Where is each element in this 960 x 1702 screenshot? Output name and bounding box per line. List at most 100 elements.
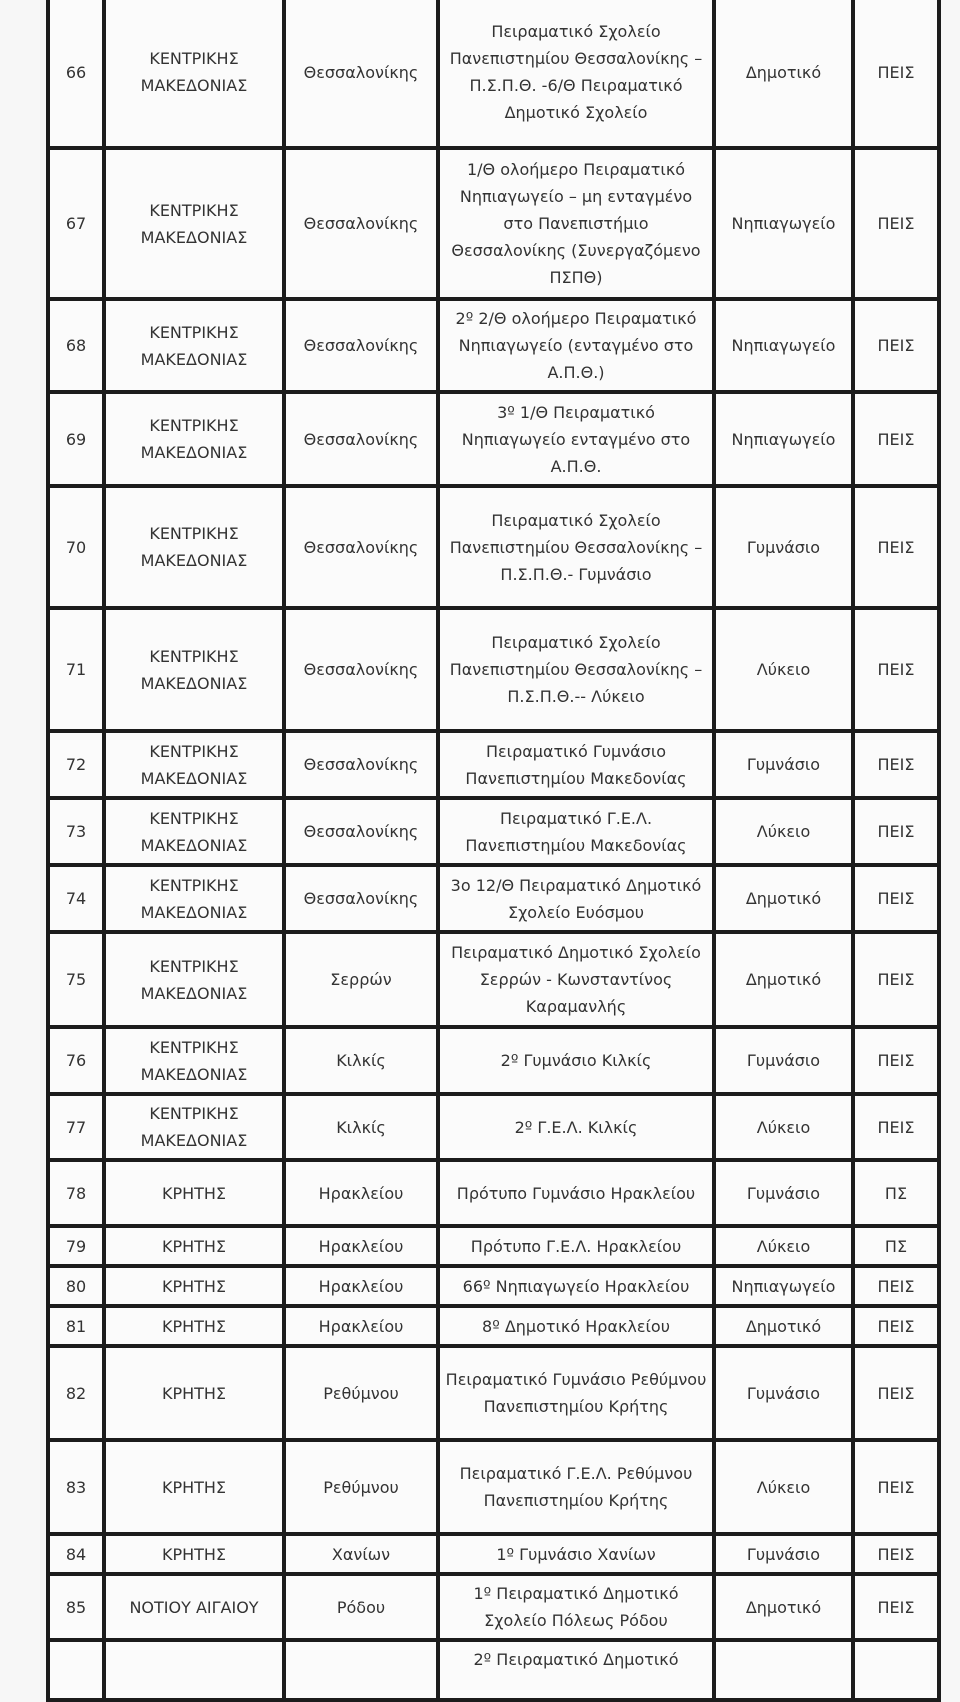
region-cell <box>102 1638 286 1702</box>
table-row: 69 ΚΕΝΤΡΙΚΗΣ ΜΑΚΕΔΟΝΙΑΣ Θεσσαλονίκης 3º 1/Θ… <box>46 390 941 488</box>
level-cell: Νηπιαγωγείο <box>712 390 855 488</box>
area-cell: Θεσσαλονίκης <box>282 863 440 934</box>
row-number <box>46 1638 106 1702</box>
level-cell: Δημοτικό <box>712 930 855 1029</box>
school-name-cell: Πρότυπο Γ.Ε.Λ. Ηρακλείου <box>436 1224 716 1268</box>
region-cell: ΚΡΗΤΗΣ <box>102 1304 286 1348</box>
school-name-cell: 1/Θ ολοήμερο Πειραματικό Νηπιαγωγείο – μ… <box>436 146 716 301</box>
level-cell: Λύκειο <box>712 1224 855 1268</box>
type-cell: ΠΕΙΣ <box>851 1438 941 1536</box>
area-cell: Θεσσαλονίκης <box>282 729 440 800</box>
region-cell: ΚΕΝΤΡΙΚΗΣ ΜΑΚΕΔΟΝΙΑΣ <box>102 390 286 488</box>
school-name-cell: 1º Πειραματικό Δημοτικό Σχολείο Πόλεως Ρ… <box>436 1572 716 1642</box>
region-cell: ΚΕΝΤΡΙΚΗΣ ΜΑΚΕΔΟΝΙΑΣ <box>102 297 286 394</box>
school-name-cell: Πειραματικό Δημοτικό Σχολείο Σερρών - Κω… <box>436 930 716 1029</box>
level-cell: Νηπιαγωγείο <box>712 297 855 394</box>
school-name-cell: Πειραματικό Γυμνάσιο Πανεπιστημίου Μακεδ… <box>436 729 716 800</box>
row-number: 76 <box>46 1025 106 1096</box>
region-cell: ΚΡΗΤΗΣ <box>102 1264 286 1308</box>
area-cell: Ρεθύμνου <box>282 1344 440 1442</box>
level-cell: Νηπιαγωγείο <box>712 1264 855 1308</box>
region-cell: ΚΡΗΤΗΣ <box>102 1532 286 1576</box>
area-cell: Ηρακλείου <box>282 1264 440 1308</box>
school-name-cell: 2º Πειραματικό Δημοτικό <box>436 1638 716 1702</box>
level-cell: Γυμνάσιο <box>712 484 855 610</box>
school-name-cell: 1º Γυμνάσιο Χανίων <box>436 1532 716 1576</box>
schools-table: 66 ΚΕΝΤΡΙΚΗΣ ΜΑΚΕΔΟΝΙΑΣ Θεσσαλονίκης Πειραμ… <box>46 0 941 1702</box>
type-cell: ΠΕΙΣ <box>851 0 941 150</box>
type-cell: ΠΕΙΣ <box>851 1572 941 1642</box>
type-cell: ΠΕΙΣ <box>851 297 941 394</box>
level-cell: Λύκειο <box>712 1438 855 1536</box>
school-name-cell: Πειραματικό Σχολείο Πανεπιστημίου Θεσσαλ… <box>436 606 716 733</box>
region-cell: ΚΕΝΤΡΙΚΗΣ ΜΑΚΕΔΟΝΙΑΣ <box>102 796 286 867</box>
area-cell: Ρόδου <box>282 1572 440 1642</box>
table-row: 2º Πειραματικό Δημοτικό <box>46 1638 941 1702</box>
area-cell: Χανίων <box>282 1532 440 1576</box>
level-cell: Δημοτικό <box>712 1304 855 1348</box>
type-cell: ΠΣ <box>851 1158 941 1228</box>
table-row: 67 ΚΕΝΤΡΙΚΗΣ ΜΑΚΕΔΟΝΙΑΣ Θεσσαλονίκης 1/Θ ολ… <box>46 146 941 301</box>
type-cell: ΠΕΙΣ <box>851 1092 941 1162</box>
region-cell: ΚΡΗΤΗΣ <box>102 1224 286 1268</box>
row-number: 72 <box>46 729 106 800</box>
type-cell: ΠΕΙΣ <box>851 1264 941 1308</box>
table-row: 76 ΚΕΝΤΡΙΚΗΣ ΜΑΚΕΔΟΝΙΑΣ Κιλκίς 2º Γυμνάσιο … <box>46 1025 941 1096</box>
type-cell: ΠΕΙΣ <box>851 796 941 867</box>
row-number: 66 <box>46 0 106 150</box>
type-cell: ΠΕΙΣ <box>851 1304 941 1348</box>
type-cell: ΠΕΙΣ <box>851 1532 941 1576</box>
table-row: 70 ΚΕΝΤΡΙΚΗΣ ΜΑΚΕΔΟΝΙΑΣ Θεσσαλονίκης Πειραμ… <box>46 484 941 610</box>
row-number: 69 <box>46 390 106 488</box>
table-row: 80 ΚΡΗΤΗΣ Ηρακλείου 66º Νηπιαγωγείο Ηρακλεί… <box>46 1264 941 1308</box>
type-cell: ΠΕΙΣ <box>851 146 941 301</box>
school-name-cell: Πειραματικό Γ.Ε.Λ. Ρεθύμνου Πανεπιστημίο… <box>436 1438 716 1536</box>
type-cell: ΠΕΙΣ <box>851 484 941 610</box>
school-name-cell: 8º Δημοτικό Ηρακλείου <box>436 1304 716 1348</box>
school-name-cell: Πειραματικό Γ.Ε.Λ. Πανεπιστημίου Μακεδον… <box>436 796 716 867</box>
level-cell: Λύκειο <box>712 796 855 867</box>
region-cell: ΚΕΝΤΡΙΚΗΣ ΜΑΚΕΔΟΝΙΑΣ <box>102 729 286 800</box>
table-container: 66 ΚΕΝΤΡΙΚΗΣ ΜΑΚΕΔΟΝΙΑΣ Θεσσαλονίκης Πειραμ… <box>46 0 941 1702</box>
row-number: 70 <box>46 484 106 610</box>
row-number: 84 <box>46 1532 106 1576</box>
table-row: 74 ΚΕΝΤΡΙΚΗΣ ΜΑΚΕΔΟΝΙΑΣ Θεσσαλονίκης 3ο 12/… <box>46 863 941 934</box>
area-cell: Θεσσαλονίκης <box>282 796 440 867</box>
school-name-cell: Πειραματικό Σχολείο Πανεπιστημίου Θεσσαλ… <box>436 484 716 610</box>
level-cell: Γυμνάσιο <box>712 1158 855 1228</box>
table-row: 78 ΚΡΗΤΗΣ Ηρακλείου Πρότυπο Γυμνάσιο Ηρακλε… <box>46 1158 941 1228</box>
type-cell: ΠΕΙΣ <box>851 729 941 800</box>
school-name-cell: 2º 2/Θ ολοήμερο Πειραματικό Νηπιαγωγείο … <box>436 297 716 394</box>
level-cell: Λύκειο <box>712 606 855 733</box>
row-number: 67 <box>46 146 106 301</box>
row-number: 83 <box>46 1438 106 1536</box>
region-cell: ΝΟΤΙΟΥ ΑΙΓΑΙΟΥ <box>102 1572 286 1642</box>
type-cell: ΠΕΙΣ <box>851 1025 941 1096</box>
region-cell: ΚΡΗΤΗΣ <box>102 1158 286 1228</box>
area-cell: Θεσσαλονίκης <box>282 0 440 150</box>
row-number: 77 <box>46 1092 106 1162</box>
level-cell: Δημοτικό <box>712 1572 855 1642</box>
region-cell: ΚΡΗΤΗΣ <box>102 1438 286 1536</box>
row-number: 73 <box>46 796 106 867</box>
school-name-cell: 2º Γυμνάσιο Κιλκίς <box>436 1025 716 1096</box>
area-cell: Θεσσαλονίκης <box>282 484 440 610</box>
region-cell: ΚΕΝΤΡΙΚΗΣ ΜΑΚΕΔΟΝΙΑΣ <box>102 146 286 301</box>
school-name-cell: 3º 1/Θ Πειραματικό Νηπιαγωγείο ενταγμένο… <box>436 390 716 488</box>
row-number: 85 <box>46 1572 106 1642</box>
table-row: 75 ΚΕΝΤΡΙΚΗΣ ΜΑΚΕΔΟΝΙΑΣ Σερρών Πειραματικό … <box>46 930 941 1029</box>
level-cell: Γυμνάσιο <box>712 1532 855 1576</box>
area-cell: Ηρακλείου <box>282 1158 440 1228</box>
area-cell: Ηρακλείου <box>282 1224 440 1268</box>
type-cell: ΠΕΙΣ <box>851 606 941 733</box>
row-number: 82 <box>46 1344 106 1442</box>
level-cell: Δημοτικό <box>712 0 855 150</box>
table-row: 68 ΚΕΝΤΡΙΚΗΣ ΜΑΚΕΔΟΝΙΑΣ Θεσσαλονίκης 2º 2/Θ… <box>46 297 941 394</box>
type-cell: ΠΕΙΣ <box>851 390 941 488</box>
row-number: 74 <box>46 863 106 934</box>
table-row: 82 ΚΡΗΤΗΣ Ρεθύμνου Πειραματικό Γυμνάσιο Ρεθ… <box>46 1344 941 1442</box>
type-cell: ΠΣ <box>851 1224 941 1268</box>
area-cell: Θεσσαλονίκης <box>282 297 440 394</box>
region-cell: ΚΕΝΤΡΙΚΗΣ ΜΑΚΕΔΟΝΙΑΣ <box>102 484 286 610</box>
type-cell: ΠΕΙΣ <box>851 863 941 934</box>
